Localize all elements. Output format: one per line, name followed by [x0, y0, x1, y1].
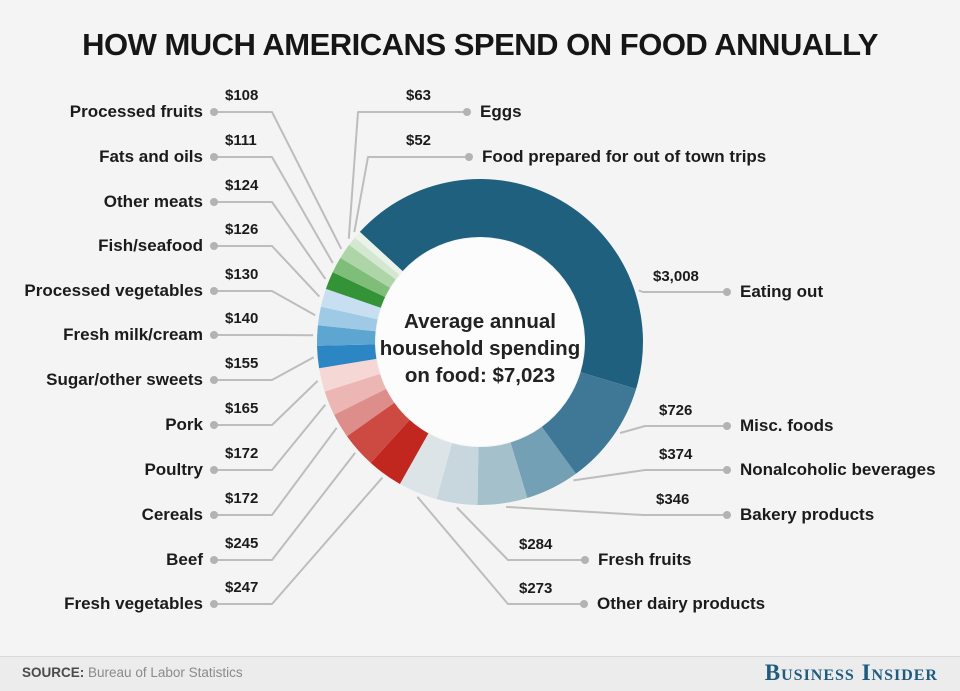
- value-cereals: $172: [225, 490, 259, 507]
- value-eating-out: $3,008: [653, 268, 699, 285]
- label-processed-fruits: Processed fruits: [69, 102, 203, 121]
- center-line-2: household spending: [379, 337, 581, 360]
- value-processed-fruits: $108: [225, 87, 259, 104]
- value-other-dairy-products: $273: [519, 580, 553, 597]
- source-text: Bureau of Labor Statistics: [88, 665, 243, 680]
- value-nonalcoholic-beverages: $374: [659, 446, 693, 463]
- value-pork: $165: [225, 400, 259, 417]
- value-fresh-fruits: $284: [519, 536, 553, 553]
- label-fish-seafood: Fish/seafood: [98, 236, 203, 255]
- label-sugar-other-sweets: Sugar/other sweets: [46, 370, 203, 389]
- donut-center-label: Average annual household spending on foo…: [340, 308, 620, 389]
- label-fresh-fruits: Fresh fruits: [598, 550, 692, 569]
- value-processed-vegetables: $130: [225, 266, 259, 283]
- label-fresh-vegetables: Fresh vegetables: [64, 594, 203, 613]
- value-beef: $245: [225, 535, 259, 552]
- value-fresh-vegetables: $247: [225, 579, 259, 596]
- center-line-3: on food:: [404, 364, 493, 387]
- label-pork: Pork: [165, 415, 203, 434]
- business-insider-logo: Business Insider: [764, 660, 938, 685]
- label-other-meats: Other meats: [103, 192, 203, 211]
- label-bakery-products: Bakery products: [740, 505, 875, 524]
- value-food-prepared-trips: $52: [406, 132, 432, 149]
- label-cereals: Cereals: [141, 505, 203, 524]
- label-eggs: Eggs: [480, 102, 522, 121]
- page-title: HOW MUCH AMERICANS SPEND ON FOOD ANNUALL…: [82, 27, 878, 62]
- label-fresh-milk-cream: Fresh milk/cream: [63, 325, 203, 344]
- source-label: SOURCE:: [22, 665, 85, 680]
- label-beef: Beef: [166, 550, 203, 569]
- source-note: SOURCE: Bureau of Labor Statistics: [22, 665, 243, 680]
- label-poultry: Poultry: [144, 460, 203, 479]
- label-nonalcoholic-beverages: Nonalcoholic beverages: [740, 460, 936, 479]
- center-line-1: Average annual: [404, 310, 556, 333]
- label-food-prepared-trips: Food prepared for out of town trips: [482, 147, 767, 166]
- value-misc-foods: $726: [659, 402, 693, 419]
- value-other-meats: $124: [225, 177, 259, 194]
- value-fresh-milk-cream: $140: [225, 310, 259, 327]
- center-total: $7,023: [492, 364, 556, 387]
- label-eating-out: Eating out: [740, 282, 824, 301]
- value-bakery-products: $346: [656, 491, 690, 508]
- label-other-dairy-products: Other dairy products: [597, 594, 766, 613]
- label-misc-foods: Misc. foods: [740, 416, 834, 435]
- value-eggs: $63: [406, 87, 432, 104]
- label-fats-and-oils: Fats and oils: [99, 147, 203, 166]
- label-processed-vegetables: Processed vegetables: [24, 281, 203, 300]
- value-poultry: $172: [225, 445, 259, 462]
- value-fish-seafood: $126: [225, 221, 259, 238]
- footer-bar: SOURCE: Bureau of Labor Statistics Busin…: [0, 656, 960, 691]
- value-fats-and-oils: $111: [225, 132, 257, 149]
- value-sugar-other-sweets: $155: [225, 355, 259, 372]
